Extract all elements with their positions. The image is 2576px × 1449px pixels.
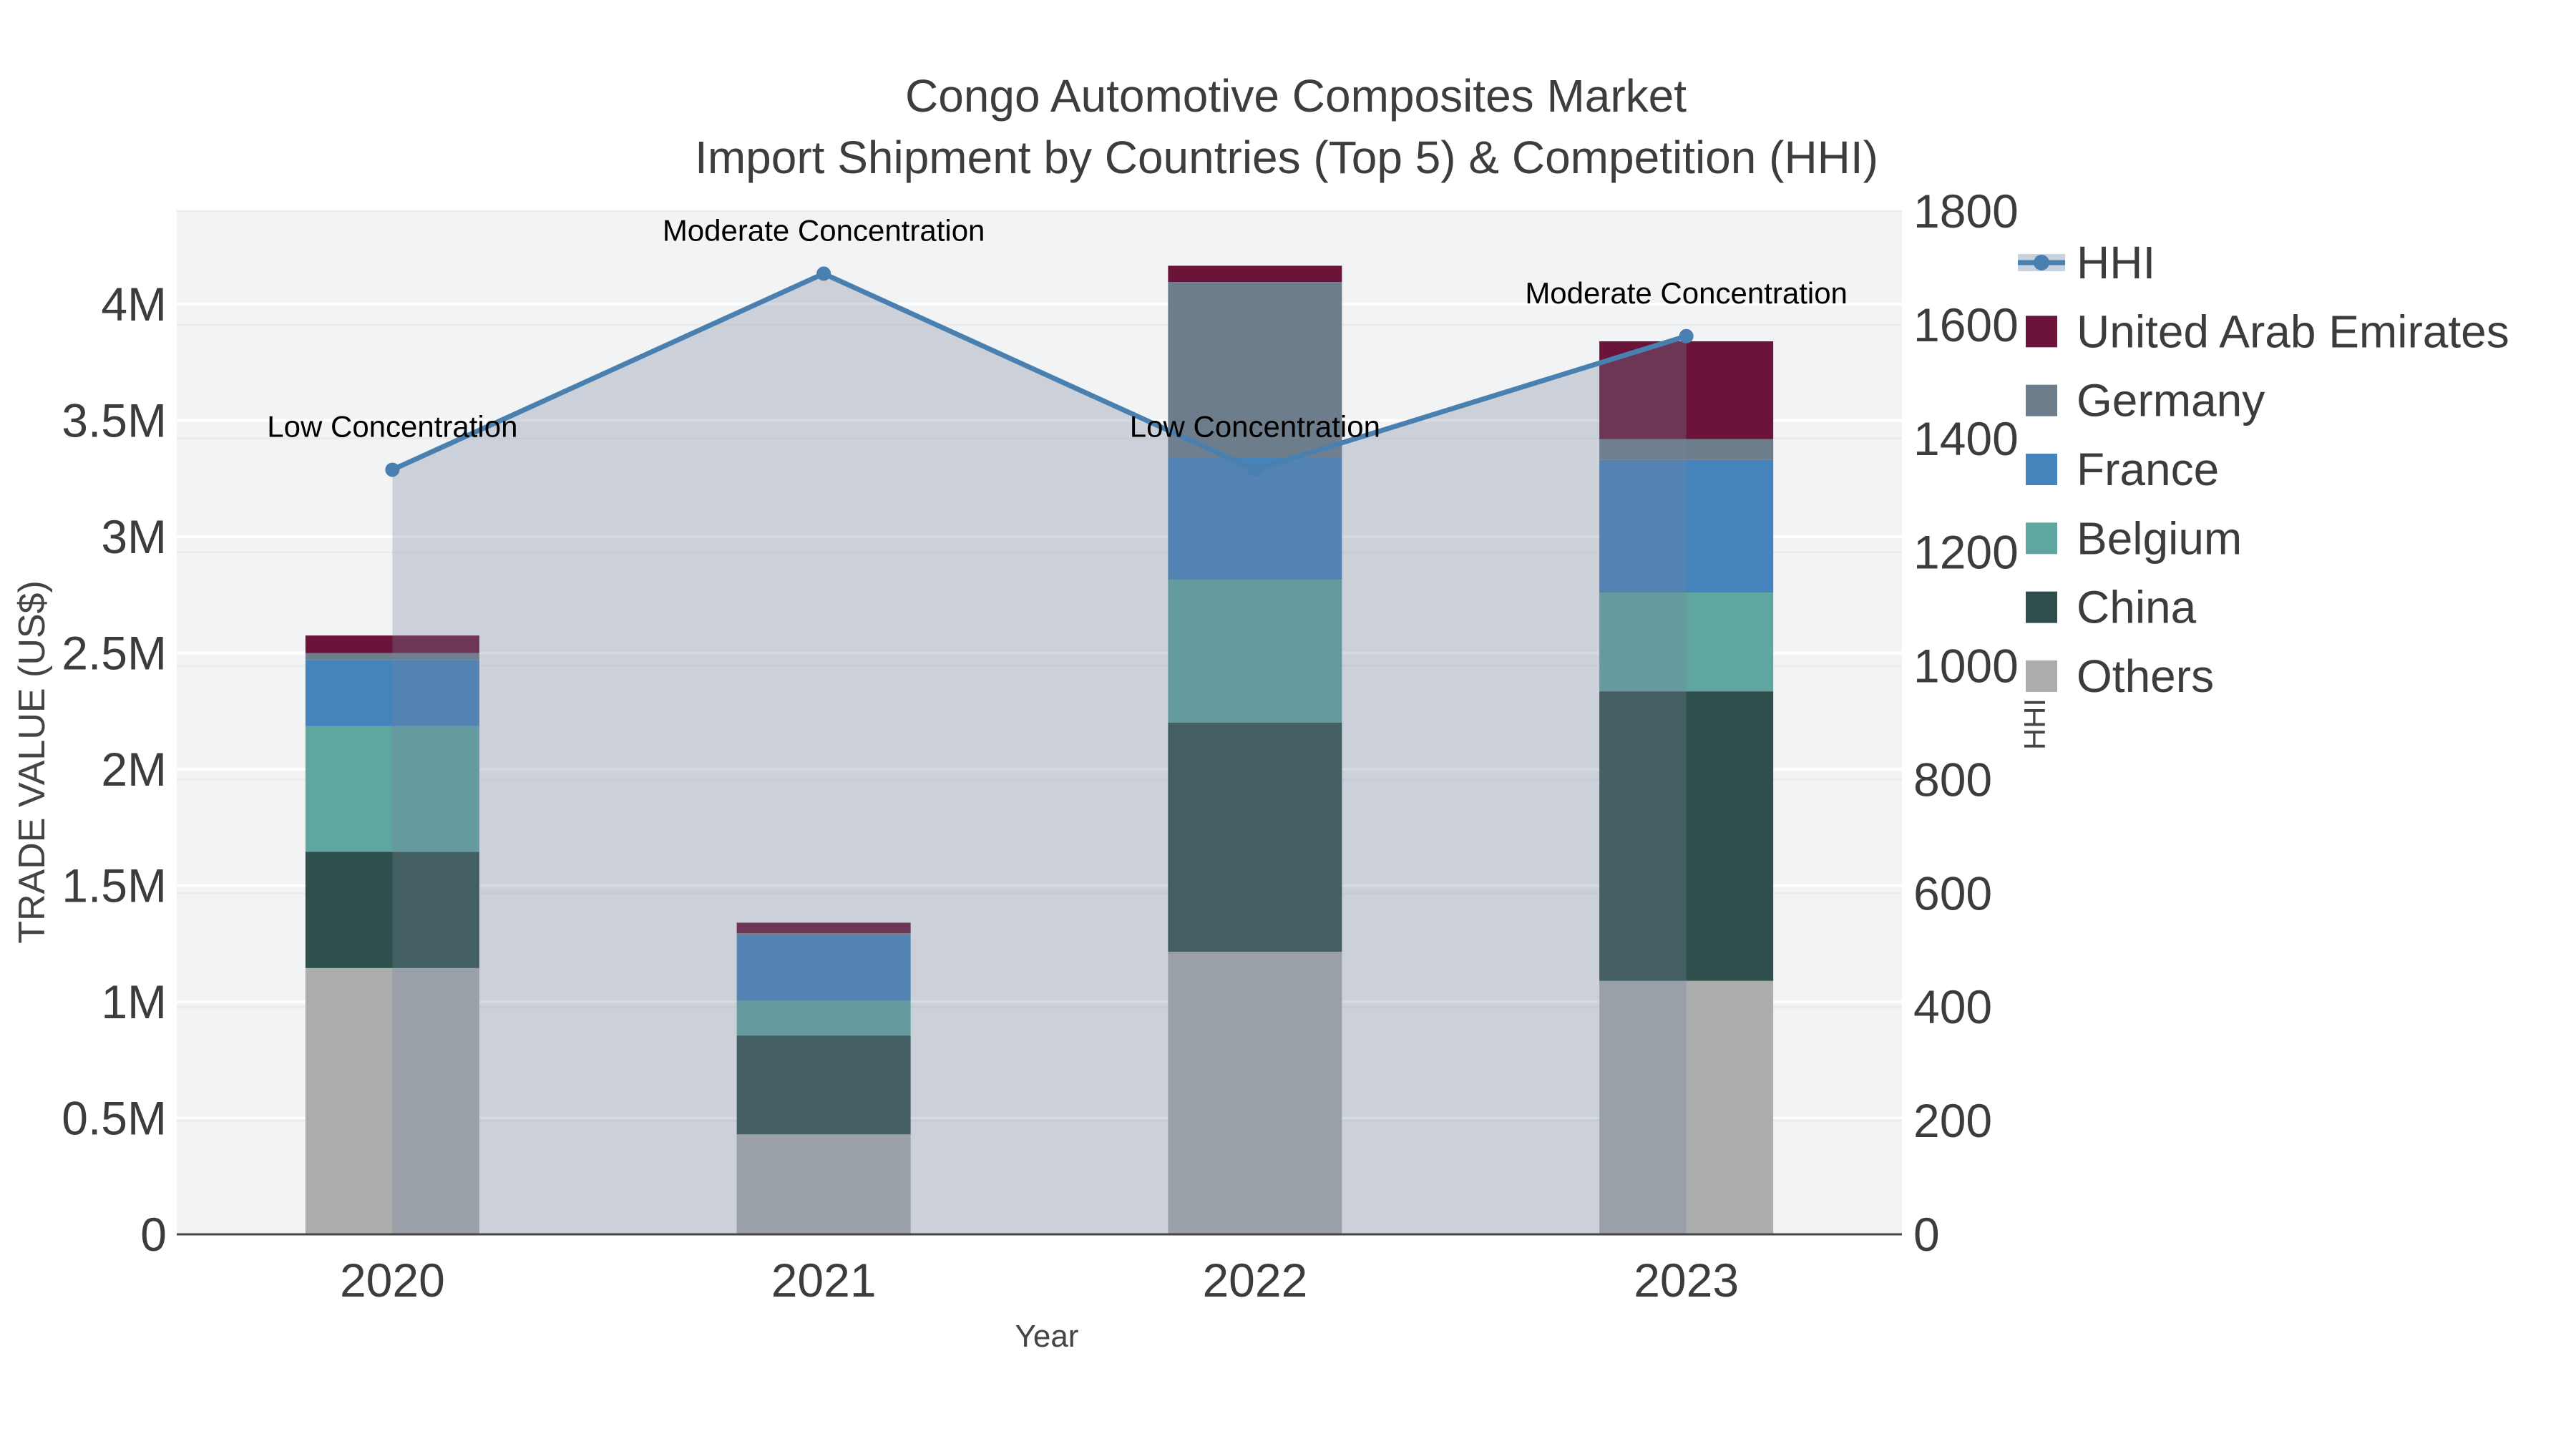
axes-layer: 0 0.5M 1M 1.5M 2M 2.5M 3M 3.5M 4M 0 200 400 600 800 10…	[62, 185, 2019, 1307]
y2-tick-label-1600: 1600	[1913, 298, 2019, 351]
legend-label-france: France	[2077, 444, 2219, 495]
bar-france-2022[interactable]	[1168, 457, 1342, 580]
legend-swatch-others	[2026, 660, 2057, 692]
stacked-bars-layer	[305, 265, 1774, 1234]
legend-item-belgium[interactable]: Belgium	[2026, 512, 2242, 564]
y2-tick-label-1000: 1000	[1913, 640, 2019, 693]
bar-china-2021[interactable]	[736, 1035, 911, 1135]
x-tick-label-2023: 2023	[1634, 1254, 1739, 1307]
x-axis-title: Year	[1015, 1319, 1079, 1354]
hhi-area-layer	[392, 273, 1687, 1234]
y-tick-label-1M: 1M	[101, 975, 167, 1028]
bar-china-2020[interactable]	[305, 852, 479, 968]
bar-france-2023[interactable]	[1599, 459, 1774, 592]
y2-tick-label-0: 0	[1913, 1208, 1940, 1261]
hhi-line-layer	[385, 266, 1694, 477]
bar-belgium-2022[interactable]	[1168, 580, 1342, 723]
legend-swatch-france	[2026, 453, 2057, 485]
legend-item-germany[interactable]: Germany	[2026, 375, 2265, 426]
y2-axis-title: HHI	[2018, 698, 2051, 750]
legend-item-hhi[interactable]: HHI	[2018, 237, 2155, 288]
bar-belgium-2023[interactable]	[1599, 592, 1774, 692]
x-tick-label-2020: 2020	[340, 1254, 445, 1307]
legend-item-france[interactable]: France	[2026, 444, 2219, 495]
x-tick-label-2021: 2021	[771, 1254, 877, 1307]
bar-france-2021[interactable]	[736, 935, 911, 1001]
y2-tick-label-800: 800	[1913, 753, 1992, 806]
legend: HHI United Arab Emirates Germany France Belg…	[2018, 237, 2509, 702]
legend-label-belgium: Belgium	[2077, 512, 2242, 564]
legend-label-united-arab-emirates: United Arab Emirates	[2077, 306, 2509, 357]
y-tick-label-0: 0	[140, 1208, 167, 1261]
legend-swatch-united-arab-emirates	[2026, 316, 2057, 348]
chart-title-line1: Congo Automotive Composites Market	[905, 70, 1687, 122]
legend-hhi-marker-icon	[2034, 255, 2049, 270]
y2-tick-label-1400: 1400	[1913, 412, 2019, 465]
bar-germany-2023[interactable]	[1599, 439, 1774, 460]
y-tick-label-4M: 4M	[101, 278, 167, 331]
hhi-marker-2023[interactable]	[1679, 328, 1694, 343]
bar-united-arab-emirates-2021[interactable]	[736, 922, 911, 934]
y2-tick-label-1800: 1800	[1913, 185, 2019, 238]
bar-others-2021[interactable]	[736, 1134, 911, 1234]
annotation-moderate-concentration-2023: Moderate Concentration	[1525, 276, 1848, 310]
y-tick-label-1.5M: 1.5M	[62, 859, 167, 912]
y-tick-label-2.5M: 2.5M	[62, 627, 167, 680]
y2-tick-label-200: 200	[1913, 1094, 1992, 1147]
legend-item-others[interactable]: Others	[2026, 650, 2214, 702]
bar-others-2022[interactable]	[1168, 952, 1342, 1234]
annotation-low-concentration-2022: Low Concentration	[1130, 409, 1380, 443]
y2-tick-label-600: 600	[1913, 867, 1992, 919]
y-tick-label-3.5M: 3.5M	[62, 394, 167, 447]
y-axis-title: TRADE VALUE (US$)	[11, 580, 53, 944]
legend-label-others: Others	[2077, 650, 2214, 702]
legend-label-china: China	[2077, 582, 2197, 633]
y-tick-label-3M: 3M	[101, 510, 167, 563]
bar-germany-2022[interactable]	[1168, 282, 1342, 458]
hhi-marker-2020[interactable]	[385, 462, 400, 477]
bar-belgium-2021[interactable]	[736, 1000, 911, 1036]
bar-united-arab-emirates-2022[interactable]	[1168, 265, 1342, 283]
annotations-layer: Low Concentration Moderate Concentration L…	[267, 213, 1848, 443]
y2-tick-label-400: 400	[1913, 980, 1992, 1033]
bar-united-arab-emirates-2020[interactable]	[305, 635, 479, 653]
legend-label-hhi: HHI	[2077, 237, 2155, 288]
y-tick-label-0.5M: 0.5M	[62, 1092, 167, 1145]
chart-title-line2: Import Shipment by Countries (Top 5) & C…	[695, 132, 1878, 183]
bar-others-2020[interactable]	[305, 967, 479, 1234]
bar-belgium-2020[interactable]	[305, 726, 479, 852]
bar-china-2022[interactable]	[1168, 723, 1342, 952]
legend-item-united-arab-emirates[interactable]: United Arab Emirates	[2026, 306, 2509, 357]
bar-others-2023[interactable]	[1599, 980, 1774, 1234]
hhi-marker-2022[interactable]	[1247, 462, 1262, 477]
hhi-marker-2021[interactable]	[816, 266, 831, 281]
legend-swatch-belgium	[2026, 522, 2057, 555]
bar-france-2020[interactable]	[305, 660, 479, 726]
bar-germany-2020[interactable]	[305, 653, 479, 660]
legend-item-china[interactable]: China	[2026, 582, 2197, 633]
bar-germany-2021[interactable]	[736, 933, 911, 936]
legend-swatch-germany	[2026, 384, 2057, 416]
bar-united-arab-emirates-2023[interactable]	[1599, 341, 1774, 439]
annotation-low-concentration-2020: Low Concentration	[267, 409, 517, 443]
x-tick-label-2022: 2022	[1202, 1254, 1307, 1307]
annotation-moderate-concentration-2021: Moderate Concentration	[663, 213, 985, 247]
legend-swatch-china	[2026, 591, 2057, 623]
legend-label-germany: Germany	[2077, 375, 2265, 426]
hhi-line	[391, 270, 1687, 473]
y2-tick-label-1200: 1200	[1913, 526, 2019, 579]
hhi-area-fill	[392, 273, 1687, 1234]
bar-china-2023[interactable]	[1599, 691, 1774, 981]
y-tick-label-2M: 2M	[101, 743, 167, 796]
